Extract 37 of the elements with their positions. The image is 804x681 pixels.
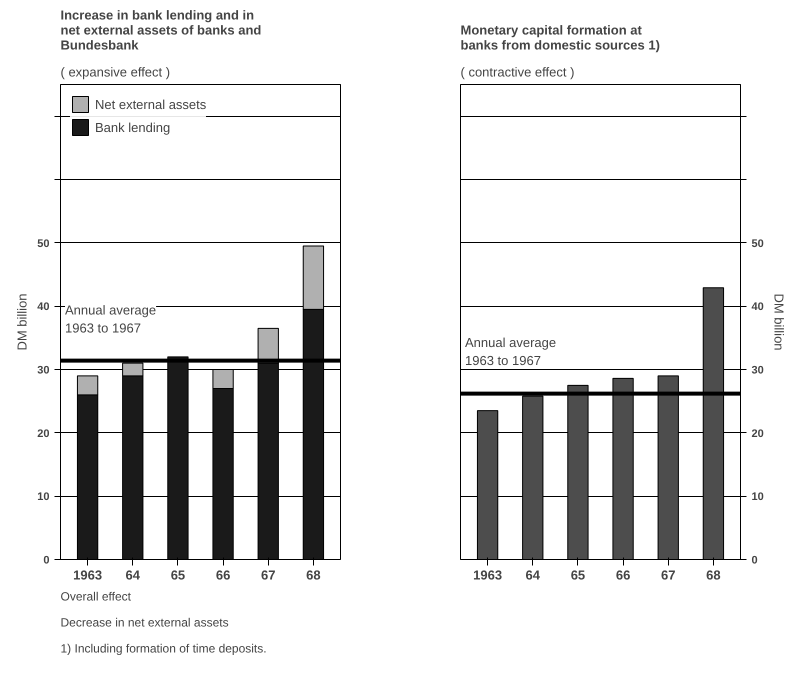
x-tick-label: 65 (570, 568, 586, 582)
y2-tick-label: 20 (752, 428, 764, 440)
y2-axis-title: DM billion (772, 293, 787, 351)
x-tick-label: 66 (216, 568, 230, 582)
x-tick-label: 1963 (73, 568, 102, 582)
chart-title: Monetary capital formation at banks from domestic sources 1) (460, 22, 660, 52)
x-tick-label: 64 (526, 568, 541, 582)
legend-label: Bank lending (95, 120, 170, 134)
y2-tick-label: 50 (752, 238, 764, 250)
y-tick-label: 0 (43, 554, 50, 566)
y-tick-label: 30 (37, 364, 50, 376)
x-tick-label: 67 (661, 568, 676, 582)
y-tick-label: 40 (37, 301, 50, 314)
x-tick-label: 68 (706, 568, 721, 582)
text: Overall effect (60, 590, 132, 604)
y-tick-label: 10 (37, 491, 50, 504)
ref-line-label: Annual average 1963 to 1967 (465, 335, 556, 368)
y2-tick-label: 40 (752, 301, 764, 314)
y-tick-label: 50 (37, 238, 50, 250)
y2-tick-label: 30 (752, 364, 764, 376)
x-tick-label: 65 (170, 568, 186, 582)
x-tick-label: 66 (616, 568, 630, 582)
text: Decrease in net external assets (60, 616, 229, 630)
y-axis-title: DM billion (14, 293, 30, 351)
legend-label: Net external assets (95, 96, 206, 112)
y-tick-label: 20 (37, 428, 50, 440)
x-tick-label: 1963 (473, 568, 502, 582)
chart-subtitle: ( expansive effect ) (60, 64, 170, 80)
y2-tick-label: 0 (752, 554, 758, 566)
x-tick-label: 64 (126, 568, 141, 582)
chart-subtitle: ( contractive effect ) (460, 64, 574, 80)
y2-tick-label: 10 (752, 491, 764, 504)
x-tick-label: 67 (261, 568, 276, 582)
text: 1) Including formation of time deposits. (60, 642, 267, 656)
chart-title: Increase in bank lending and in net external assets of banks and Bundesbank (60, 8, 262, 52)
x-tick-label: 68 (306, 568, 321, 582)
ref-line-label: Annual average 1963 to 1967 (65, 302, 156, 336)
